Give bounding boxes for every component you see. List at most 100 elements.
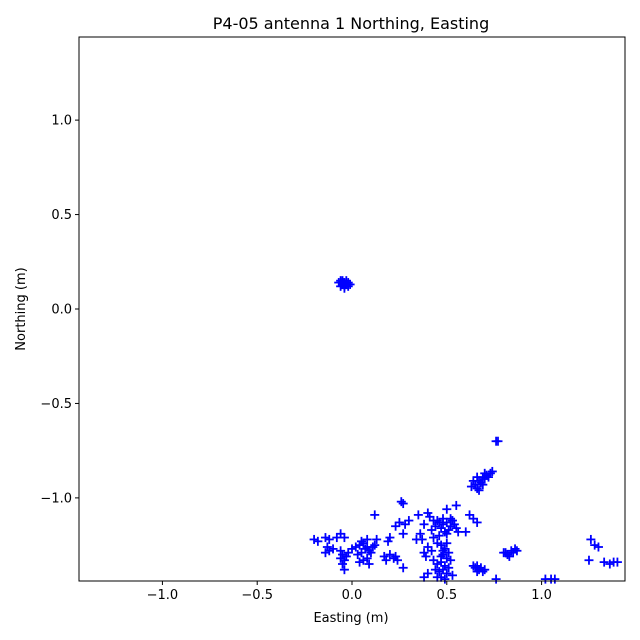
data-point [442,504,452,514]
data-point [320,548,330,558]
data-point [442,529,452,539]
x-tick-label: −0.5 [241,588,273,603]
data-point [393,555,402,565]
chart-title: P4-05 antenna 1 Northing, Easting [213,14,489,33]
data-point [339,565,349,575]
data-point [491,574,501,584]
data-point [550,574,560,584]
data-point [362,534,372,544]
data-point [451,500,461,510]
data-point [491,436,501,446]
data-point [313,536,323,546]
data-point [442,568,452,578]
data-point [391,521,401,531]
data-point [472,567,482,577]
data-point [336,553,346,563]
data-point [487,466,497,476]
data-point [468,561,478,571]
y-tick-label: 0.0 [51,303,72,318]
data-point [421,551,431,561]
data-point [419,519,429,529]
data-point [593,542,603,552]
data-point [396,497,406,507]
data-point [461,527,471,537]
data-point [584,555,594,565]
data-point [447,570,457,580]
data-point [512,546,522,556]
data-point [444,563,454,573]
data-point [427,525,437,535]
data-point [398,563,408,573]
data-point [370,510,380,520]
data-point [480,468,490,478]
data-point [338,276,348,286]
data-point [444,548,454,558]
data-point [353,550,363,560]
data-point [417,534,427,544]
data-point [430,565,440,575]
data-point [328,544,338,554]
data-point [501,548,511,558]
y-tick-label: 1.0 [51,114,72,129]
data-point [438,546,448,556]
data-point [438,514,448,524]
data-point [466,482,476,492]
data-point [400,519,410,529]
y-tick-label: 0.5 [51,208,72,223]
data-point [480,565,490,575]
data-point [432,572,442,582]
plot-area [79,37,625,581]
data-point [478,480,488,490]
data-point [366,548,376,558]
data-point [385,533,395,543]
data-points [309,276,622,584]
data-point [453,527,463,537]
data-point [472,483,482,493]
x-tick-label: 0.5 [436,588,457,603]
x-tick-label: 1.0 [531,588,552,603]
data-point [427,546,437,556]
data-point [339,278,349,288]
data-point [362,553,372,563]
data-point [372,534,382,544]
data-point [447,516,457,526]
y-axis-label: Northing (m) [14,267,29,350]
x-axis-label: Easting (m) [313,611,388,626]
y-tick-label: −1.0 [40,491,72,506]
data-point [339,533,349,543]
data-point [436,551,446,561]
data-point [442,538,452,548]
data-point [368,542,378,552]
data-point [425,512,435,522]
data-point [472,472,482,482]
data-point [415,529,425,539]
data-point [599,557,609,567]
data-point [413,510,423,520]
data-point [398,529,408,539]
x-tick-label: 0.0 [342,588,363,603]
data-point [446,555,456,565]
data-point [356,536,366,546]
data-point [440,574,450,584]
data-point [474,485,484,495]
y-tick-label: −0.5 [40,397,72,412]
x-tick-label: −1.0 [147,588,179,603]
data-point [434,531,444,541]
data-point [419,572,429,582]
data-point [612,557,622,567]
data-point [472,517,482,527]
data-point [345,279,355,289]
y-axis-ticks: 1.0 0.5 0.0 −0.5 −1.0 [40,114,79,506]
data-point [364,559,374,569]
x-axis-ticks: −1.0 −0.5 0.0 0.5 1.0 [147,581,552,603]
data-point [429,533,439,543]
data-point [446,514,456,524]
data-point [398,499,408,509]
data-point [381,555,391,565]
data-point [338,559,348,569]
data-point [586,534,596,544]
data-point [370,540,380,550]
data-point [429,555,439,565]
data-point [324,534,334,544]
